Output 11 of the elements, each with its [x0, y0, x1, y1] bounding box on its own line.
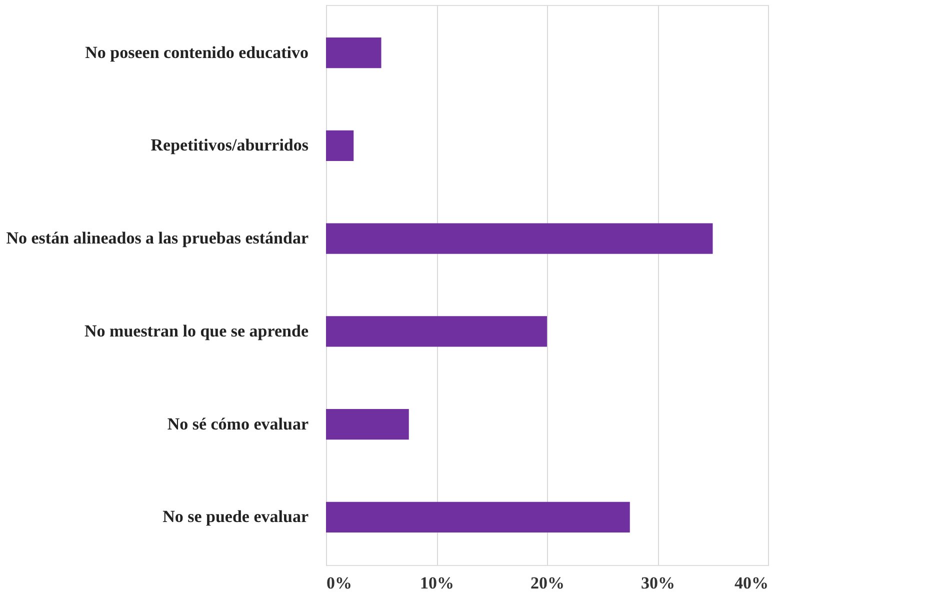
- y-tick-label: No se puede evaluar: [162, 507, 309, 526]
- y-tick-label: Repetitivos/aburridos: [150, 136, 309, 155]
- y-tick-label: No están alineados a las pruebas estándar: [6, 228, 309, 248]
- x-tick-label: 40%: [734, 574, 768, 592]
- x-tick-label: 0%: [326, 574, 352, 592]
- x-tick-label: 20%: [530, 574, 564, 592]
- y-tick-label: No sé cómo evaluar: [167, 414, 309, 434]
- y-tick-label: No muestran lo que se aprende: [84, 321, 309, 340]
- x-tick-label: 30%: [641, 574, 675, 592]
- y-tick-label: No poseen contenido educativo: [85, 42, 308, 62]
- x-tick-label: 10%: [420, 574, 454, 592]
